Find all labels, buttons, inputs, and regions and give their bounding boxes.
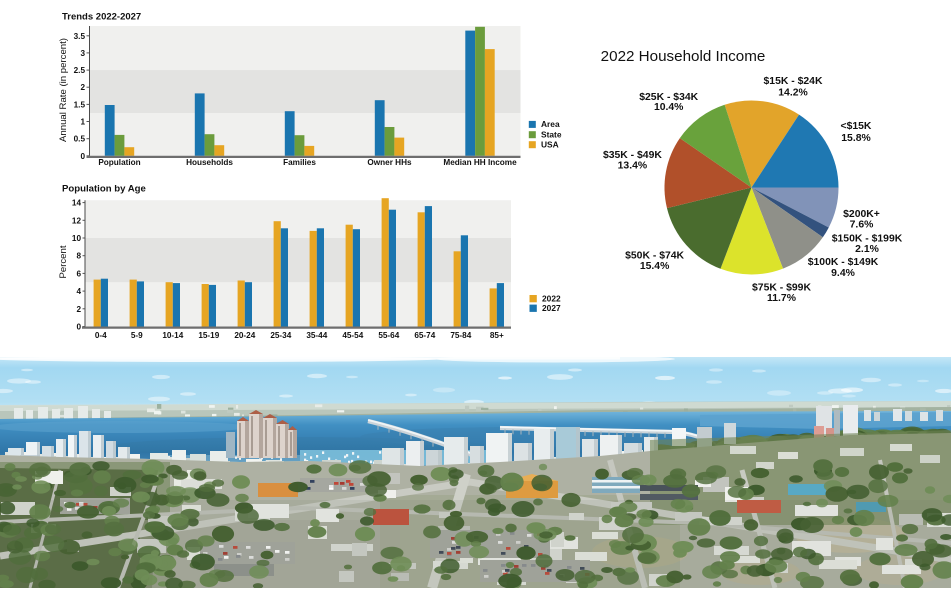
svg-text:2: 2	[80, 83, 85, 92]
svg-text:85+: 85+	[490, 331, 504, 340]
svg-text:<$15K: <$15K	[841, 121, 872, 132]
svg-text:Area: Area	[541, 119, 560, 129]
svg-text:3.5: 3.5	[74, 32, 86, 41]
svg-text:35-44: 35-44	[306, 331, 327, 340]
svg-text:2: 2	[76, 305, 81, 314]
svg-text:75-84: 75-84	[450, 331, 471, 340]
svg-text:$100K - $149K: $100K - $149K	[808, 257, 879, 268]
svg-text:State: State	[541, 130, 562, 140]
svg-text:15-19: 15-19	[198, 331, 219, 340]
svg-text:$15K - $24K: $15K - $24K	[764, 76, 823, 87]
svg-text:0: 0	[76, 323, 81, 332]
svg-text:$150K - $199K: $150K - $199K	[832, 233, 903, 244]
svg-text:3: 3	[80, 49, 85, 58]
svg-text:11.7%: 11.7%	[767, 293, 796, 304]
svg-text:7.6%: 7.6%	[850, 220, 874, 231]
svg-text:Percent: Percent	[58, 245, 69, 278]
svg-text:$75K - $99K: $75K - $99K	[752, 282, 811, 293]
svg-text:$35K - $49K: $35K - $49K	[603, 150, 662, 161]
svg-text:25-34: 25-34	[270, 331, 291, 340]
svg-text:0: 0	[80, 152, 85, 161]
svg-text:Median HH Income: Median HH Income	[443, 158, 517, 167]
svg-text:$50K - $74K: $50K - $74K	[625, 250, 684, 261]
svg-text:Population: Population	[98, 158, 140, 167]
svg-text:9.4%: 9.4%	[831, 268, 855, 279]
svg-text:45-54: 45-54	[342, 331, 363, 340]
svg-text:2027: 2027	[542, 303, 561, 313]
svg-text:10: 10	[72, 234, 82, 243]
svg-text:5-9: 5-9	[131, 331, 143, 340]
svg-text:2022 Household Income: 2022 Household Income	[601, 48, 766, 65]
svg-text:12: 12	[72, 216, 82, 225]
svg-text:2022: 2022	[542, 294, 561, 304]
svg-text:10-14: 10-14	[162, 331, 183, 340]
svg-text:USA: USA	[541, 140, 559, 150]
svg-text:$200K+: $200K+	[843, 209, 880, 220]
svg-text:Annual Rate (in percent): Annual Rate (in percent)	[58, 38, 69, 142]
svg-text:8: 8	[76, 252, 81, 261]
svg-text:0.5: 0.5	[74, 135, 86, 144]
svg-text:Families: Families	[283, 158, 316, 167]
svg-text:Households: Households	[186, 158, 233, 167]
svg-text:55-64: 55-64	[378, 331, 399, 340]
svg-text:Population by Age: Population by Age	[62, 184, 146, 195]
svg-text:0-4: 0-4	[95, 331, 107, 340]
svg-text:20-24: 20-24	[234, 331, 255, 340]
svg-text:14: 14	[72, 199, 82, 208]
svg-text:2.5: 2.5	[74, 66, 86, 75]
svg-text:1.5: 1.5	[74, 100, 86, 109]
svg-text:15.4%: 15.4%	[640, 261, 669, 272]
svg-text:Owner HHs: Owner HHs	[367, 158, 412, 167]
svg-text:4: 4	[76, 287, 81, 296]
svg-text:10.4%: 10.4%	[654, 102, 683, 113]
svg-text:14.2%: 14.2%	[778, 88, 807, 99]
svg-text:6: 6	[76, 269, 81, 278]
svg-text:15.8%: 15.8%	[841, 133, 870, 144]
svg-text:Trends 2022-2027: Trends 2022-2027	[62, 12, 141, 23]
svg-text:13.4%: 13.4%	[618, 160, 647, 171]
svg-text:1: 1	[80, 118, 85, 127]
svg-text:65-74: 65-74	[414, 331, 435, 340]
svg-text:2.1%: 2.1%	[855, 244, 879, 255]
